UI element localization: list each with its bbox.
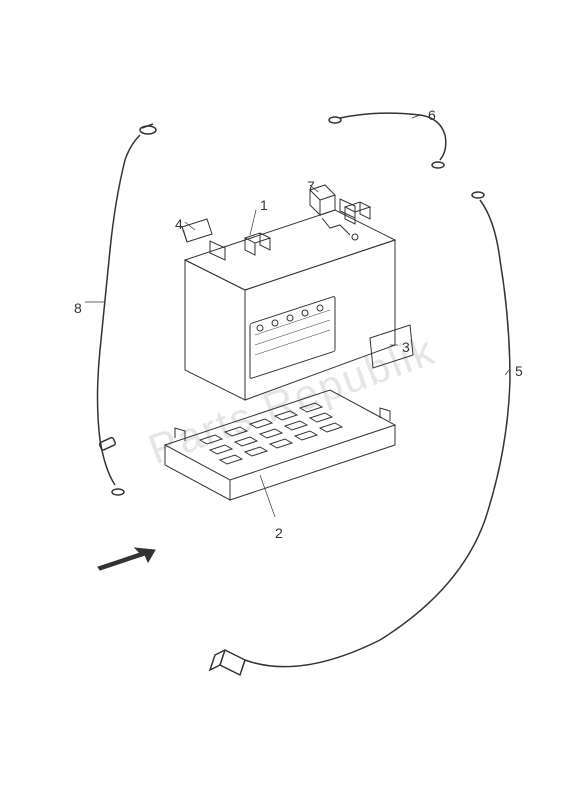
- direction-arrow: [98, 548, 155, 570]
- callout-1: 1: [260, 197, 268, 213]
- callout-2: 2: [275, 525, 283, 541]
- callout-6: 6: [428, 107, 436, 123]
- cable-5: [210, 192, 510, 675]
- diagram-container: Parts Republik: [0, 0, 584, 800]
- leader-lines: [85, 115, 509, 517]
- callout-8: 8: [74, 300, 82, 316]
- callout-4: 4: [175, 216, 183, 232]
- callout-5: 5: [515, 363, 523, 379]
- terminal-cap-7: [310, 185, 358, 240]
- cable-8: [98, 124, 157, 495]
- terminal-cover-4: [182, 219, 212, 242]
- battery-illustration: [185, 199, 395, 400]
- technical-drawing: [0, 0, 584, 800]
- callout-7: 7: [307, 178, 315, 194]
- callout-3: 3: [402, 339, 410, 355]
- battery-tray-illustration: [165, 390, 395, 500]
